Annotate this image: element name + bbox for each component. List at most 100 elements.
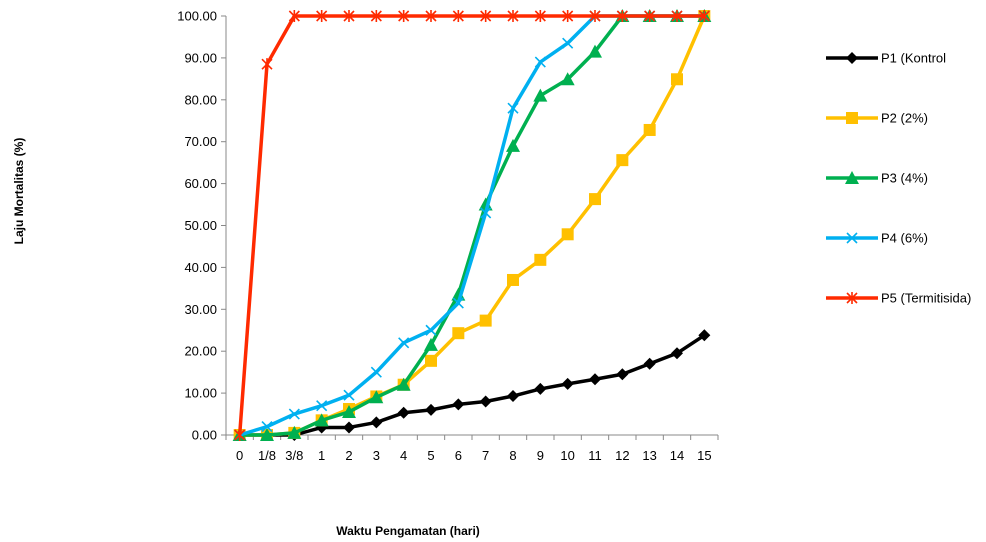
- data-point: [370, 366, 382, 378]
- data-point: [534, 56, 546, 68]
- legend-marker: [846, 292, 858, 304]
- data-point: [562, 37, 574, 49]
- data-point: [369, 390, 384, 404]
- data-point: [562, 10, 574, 22]
- data-point: [589, 373, 601, 386]
- x-tick-label: 8: [509, 448, 516, 463]
- data-point: [478, 197, 493, 211]
- legend: P1 (Kontrol P2 (2%) P3 (4%) P4 (6%) P5 (Term…: [826, 51, 971, 306]
- data-point: [506, 138, 520, 152]
- data-point: [260, 428, 274, 441]
- legend-item-5: P5 (Termitisida): [826, 291, 971, 306]
- x-tick-label: 4: [400, 448, 407, 463]
- data-point: [261, 58, 273, 71]
- data-point: [343, 10, 355, 22]
- series-line: [239, 14, 705, 437]
- y-tick-label: 40.00: [184, 260, 217, 275]
- data-point: [370, 10, 382, 22]
- legend-marker: [845, 171, 859, 184]
- legend-item-2: P2 (2%): [826, 111, 928, 126]
- data-point: [480, 10, 492, 22]
- x-tick-label: 3/8: [285, 448, 303, 463]
- data-point: [671, 73, 683, 86]
- data-point: [589, 193, 601, 206]
- data-point: [507, 273, 519, 286]
- data-point: [343, 421, 355, 434]
- series-4: [234, 10, 710, 441]
- x-tick-label: 14: [670, 448, 684, 463]
- data-point: [671, 10, 683, 22]
- x-tick-label: 1: [318, 448, 325, 463]
- data-point: [343, 389, 355, 401]
- y-tick-label: 20.00: [184, 344, 217, 359]
- data-point: [507, 10, 519, 22]
- x-tick-label: 5: [427, 448, 434, 463]
- data-point: [698, 329, 711, 342]
- y-tick-label: 70.00: [184, 134, 217, 149]
- data-point: [425, 403, 437, 416]
- legend-marker: [846, 112, 858, 124]
- series-lines: [232, 9, 712, 441]
- legend-label: P4 (6%): [881, 231, 928, 246]
- data-point: [534, 253, 547, 266]
- data-point: [560, 72, 575, 86]
- data-point: [452, 10, 464, 22]
- data-point: [616, 154, 629, 167]
- x-axis-title: Waktu Pengamatan (hari): [336, 524, 480, 538]
- x-tick-label: 6: [455, 448, 462, 463]
- x-tick-label: 12: [615, 448, 629, 463]
- legend-label: P3 (4%): [881, 171, 928, 186]
- data-point: [288, 10, 300, 22]
- y-tick-label: 10.00: [184, 386, 217, 401]
- series-5: [234, 10, 710, 441]
- data-point: [533, 88, 548, 102]
- data-point: [534, 10, 546, 22]
- data-point: [507, 102, 519, 114]
- series-line: [239, 15, 706, 437]
- data-point: [671, 347, 683, 360]
- data-point: [342, 404, 356, 418]
- legend-label: P2 (2%): [881, 111, 928, 126]
- data-point: [234, 429, 246, 441]
- data-point: [396, 377, 411, 391]
- data-point: [425, 354, 437, 367]
- data-point: [316, 400, 328, 412]
- legend-marker: [846, 232, 858, 244]
- legend-label: P1 (Kontrol: [881, 51, 946, 66]
- legend-label: P5 (Termitisida): [881, 291, 971, 306]
- data-point: [589, 10, 601, 22]
- data-point: [616, 10, 628, 22]
- x-tick-label: 1/8: [258, 448, 276, 463]
- data-point: [398, 337, 410, 349]
- y-tick-label: 0.00: [192, 428, 217, 443]
- data-point: [424, 337, 438, 351]
- data-point: [287, 425, 302, 439]
- data-point: [644, 10, 656, 22]
- legend-item-1: P1 (Kontrol: [826, 51, 946, 66]
- data-point: [698, 10, 710, 22]
- legend-marker: [846, 52, 858, 64]
- y-tick-label: 80.00: [184, 92, 217, 107]
- data-point: [643, 357, 656, 370]
- data-point: [588, 44, 602, 58]
- data-point: [479, 314, 492, 327]
- data-point: [425, 324, 437, 336]
- legend-item-3: P3 (4%): [826, 171, 928, 186]
- data-point: [261, 421, 273, 433]
- y-tick-label: 30.00: [184, 302, 217, 317]
- data-point: [452, 297, 464, 309]
- series-line: [239, 333, 706, 437]
- x-tick-label: 15: [697, 448, 711, 463]
- x-tick-label: 0: [236, 448, 243, 463]
- data-point: [370, 416, 383, 429]
- y-axis: 0.00 10.00 20.00 30.00 40.00 50.00 60.00 70.00 8…: [177, 9, 227, 443]
- y-tick-label: 90.00: [184, 50, 217, 65]
- x-tick-label: 2: [345, 448, 352, 463]
- data-point: [534, 382, 547, 395]
- data-point: [480, 207, 492, 219]
- data-point: [397, 406, 410, 419]
- data-point: [507, 390, 519, 403]
- x-tick-label: 7: [482, 448, 489, 463]
- y-tick-label: 60.00: [184, 176, 217, 191]
